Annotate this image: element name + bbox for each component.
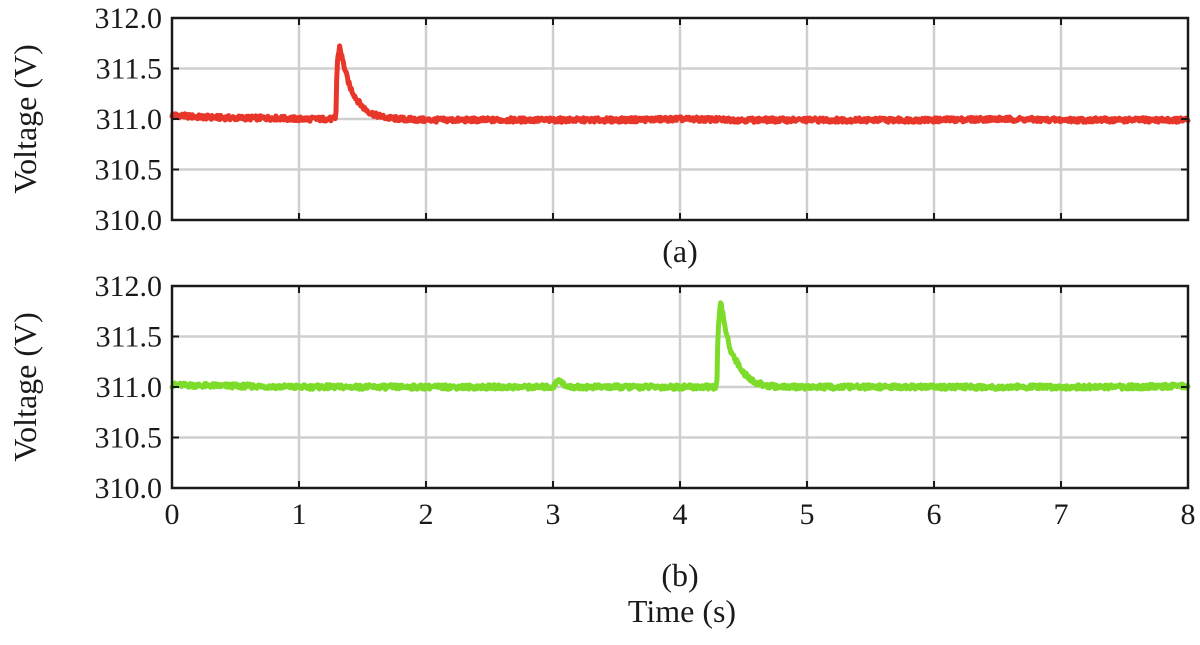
x-axis-title: Time (s) [628, 593, 736, 629]
x-tick-label-3: 3 [546, 498, 561, 531]
chart-panel-b: 0 1 2 3 4 5 6 7 8 312.0 311.5 311.0 310.5 310.0 Voltag… [7, 270, 1196, 593]
panel-caption-a: (a) [662, 233, 698, 269]
y-tick-label-311.0: 311.0 [96, 103, 162, 136]
y-tick-label-312.0: 312.0 [95, 2, 163, 35]
y-tick-label-310.5: 310.5 [95, 154, 163, 187]
x-tick-label-2: 2 [419, 498, 434, 531]
y-axis-title-a: Voltage (V) [7, 44, 43, 194]
y-tick-label-312.0: 312.0 [95, 270, 163, 303]
y-axis-title-b: Voltage (V) [7, 312, 43, 462]
x-tick-label-0: 0 [165, 498, 180, 531]
y-tick-label-311.5: 311.5 [96, 53, 162, 86]
x-tick-label-7: 7 [1054, 498, 1069, 531]
voltage-series-line-b [169, 300, 1191, 392]
y-tick-label-310.0: 310.0 [95, 204, 163, 237]
y-tick-label-310.5: 310.5 [95, 422, 163, 455]
x-tick-label-5: 5 [800, 498, 815, 531]
y-tick-label-311.5: 311.5 [96, 321, 162, 354]
y-tick-label-311.0: 311.0 [96, 371, 162, 404]
chart-panel-a: 312.0 311.5 311.0 310.5 310.0 Voltage (V) (a) [7, 2, 1191, 269]
x-tick-label-1: 1 [292, 498, 307, 531]
x-tick-label-8: 8 [1181, 498, 1196, 531]
x-tick-label-6: 6 [927, 498, 942, 531]
y-tick-label-310.0: 310.0 [95, 472, 163, 505]
x-tick-label-4: 4 [673, 498, 688, 531]
voltage-series-line-a [169, 43, 1191, 125]
panel-caption-b: (b) [661, 557, 698, 593]
